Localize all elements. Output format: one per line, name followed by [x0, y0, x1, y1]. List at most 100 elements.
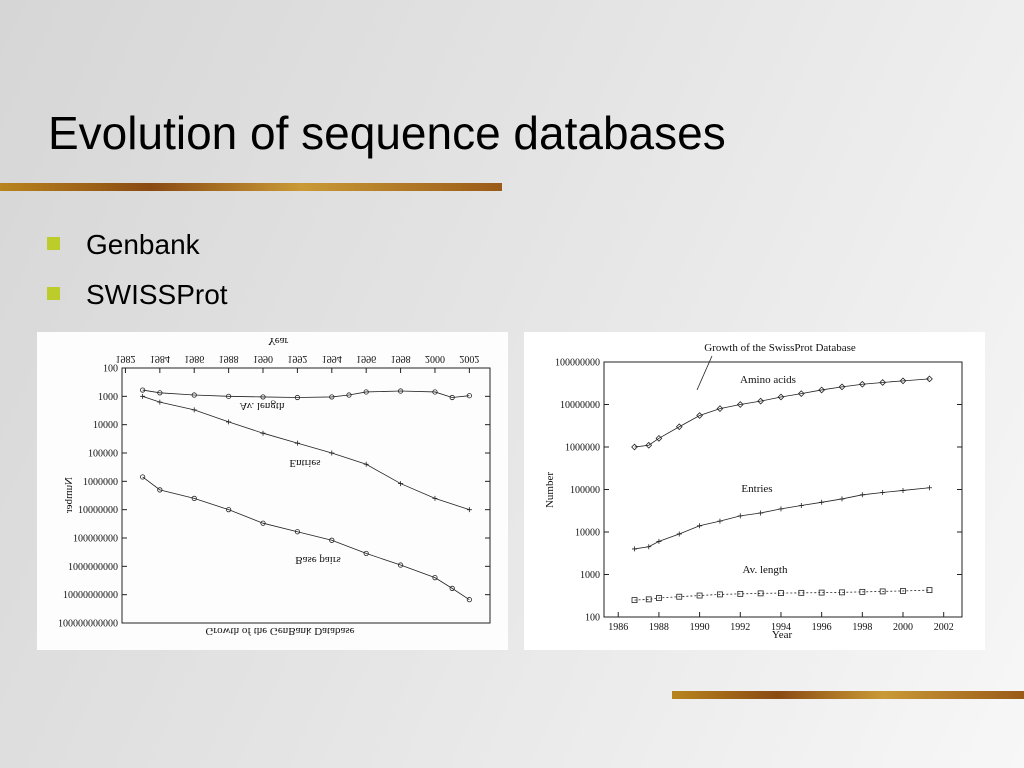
- data-point: [798, 503, 804, 509]
- y-axis-label: Number: [544, 472, 556, 508]
- data-point: [466, 393, 472, 399]
- data-point: [260, 430, 266, 436]
- data-point: [140, 474, 146, 480]
- chart-title: Growth of the SwissProt Database: [704, 342, 856, 354]
- data-point: [645, 441, 653, 449]
- y-tick-label: 100000000: [73, 534, 118, 545]
- data-point: [676, 531, 682, 537]
- data-point: [696, 412, 703, 419]
- data-point: [140, 393, 146, 399]
- data-point: [798, 589, 805, 596]
- data-point: [631, 597, 638, 603]
- data-point: [631, 443, 638, 451]
- series-label: Entries: [289, 457, 320, 469]
- y-axis-label: Number: [63, 477, 75, 513]
- x-tick-label: 1998: [391, 353, 411, 364]
- data-point: [294, 529, 301, 535]
- series-line: [634, 487, 930, 550]
- data-point: [926, 587, 933, 593]
- bullet-text: SWISSProt: [86, 279, 228, 310]
- data-point: [758, 510, 764, 516]
- data-point: [736, 401, 744, 408]
- data-point: [398, 481, 404, 487]
- chart-panel: [37, 332, 508, 650]
- series-line: [142, 389, 470, 398]
- chart-title: Growth of the GenBank Database: [205, 625, 354, 637]
- x-tick-label: 1990: [690, 622, 710, 633]
- y-tick-label: 10000000: [560, 400, 600, 411]
- slide-title: Evolution of sequence databases: [48, 107, 726, 159]
- data-point: [191, 407, 197, 413]
- genbank-chart: 100 1000 10000 100000 1000000 10000000 1000000…: [58, 335, 491, 637]
- data-point: [900, 588, 906, 594]
- data-point: [818, 386, 826, 394]
- plot-frame: [121, 367, 491, 624]
- y-tick-label: 1000000: [83, 477, 118, 488]
- x-axis-label: Year: [772, 629, 793, 641]
- divider: [0, 183, 502, 191]
- data-point: [191, 392, 197, 398]
- bullet-marker: [47, 237, 60, 250]
- data-point: [294, 440, 300, 446]
- series-label: Av. length: [240, 400, 285, 412]
- y-tick-label: 1000: [580, 570, 600, 581]
- series-label: Amino acids: [740, 374, 796, 386]
- y-tick-label: 1000000: [565, 443, 600, 454]
- x-tick-label: 2000: [425, 353, 445, 364]
- x-tick-label: 1996: [356, 353, 376, 364]
- series-label: Entries: [741, 483, 772, 495]
- chart-panel: [524, 332, 985, 650]
- data-point: [632, 546, 638, 552]
- y-tick-label: 100: [585, 613, 600, 624]
- data-point: [797, 390, 805, 398]
- y-tick-label: 1000: [98, 392, 118, 403]
- data-point: [140, 387, 146, 393]
- swissprot-chart: 100 1000 10000 100000 1000000 10000000 1000000…: [544, 342, 963, 641]
- x-tick-label: 1994: [771, 622, 791, 633]
- data-point: [778, 590, 784, 597]
- data-point: [363, 389, 369, 395]
- data-point: [696, 592, 703, 599]
- data-point: [191, 495, 197, 501]
- data-point: [329, 394, 335, 400]
- data-point: [899, 377, 907, 385]
- data-point: [858, 380, 866, 388]
- data-point: [778, 506, 784, 512]
- data-point: [363, 461, 369, 467]
- y-tick-label: 100000: [88, 449, 118, 460]
- data-point: [226, 393, 232, 399]
- data-point: [449, 585, 455, 591]
- y-tick-label: 1000000000: [68, 562, 118, 573]
- data-point: [363, 550, 369, 557]
- x-tick-label: 2000: [893, 622, 913, 633]
- data-point: [397, 562, 404, 568]
- data-point: [432, 495, 438, 501]
- y-tick-label: 10000: [93, 420, 118, 431]
- bullet-marker: [47, 287, 60, 300]
- data-point: [717, 518, 723, 524]
- data-point: [157, 399, 163, 405]
- series-line: [142, 476, 470, 600]
- data-point: [879, 379, 887, 386]
- x-tick-label: 1988: [649, 622, 669, 633]
- data-point: [839, 496, 845, 502]
- bullet-text: Genbank: [86, 229, 201, 260]
- x-tick-label: 1982: [115, 353, 135, 364]
- data-point: [157, 390, 163, 396]
- data-point: [449, 394, 455, 401]
- data-point: [859, 492, 865, 498]
- data-point: [675, 423, 683, 431]
- data-point: [838, 383, 846, 391]
- divider: [672, 691, 1024, 699]
- data-point: [646, 544, 652, 550]
- data-point: [880, 490, 886, 495]
- series-label: Av. length: [743, 564, 788, 576]
- data-point: [397, 388, 404, 394]
- x-tick-label: 1990: [253, 353, 273, 364]
- y-tick-label: 10000000: [78, 505, 118, 516]
- data-point: [777, 393, 785, 401]
- data-point: [656, 595, 662, 601]
- data-point: [879, 588, 886, 595]
- x-tick-label: 1988: [219, 353, 239, 364]
